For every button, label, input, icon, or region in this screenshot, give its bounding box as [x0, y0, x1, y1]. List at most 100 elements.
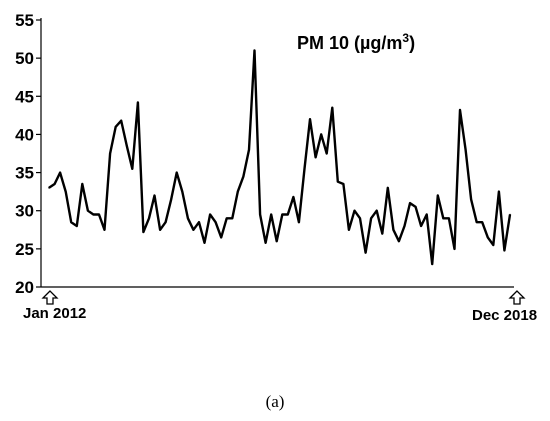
end-arrow-icon	[508, 290, 526, 305]
chart-title-prefix: PM 10 (µg/m	[297, 33, 402, 53]
data-point	[364, 251, 367, 254]
data-point	[442, 217, 445, 220]
data-point	[453, 248, 456, 250]
data-point	[159, 229, 161, 231]
data-point	[403, 225, 406, 227]
data-point	[275, 240, 278, 242]
data-point	[120, 119, 122, 122]
data-point	[459, 109, 461, 111]
data-point	[142, 231, 145, 233]
data-point	[337, 180, 339, 183]
data-point	[81, 183, 84, 185]
data-point	[59, 171, 61, 174]
data-point	[170, 198, 172, 201]
data-point	[325, 152, 328, 155]
data-point	[359, 217, 361, 220]
data-point	[498, 190, 500, 193]
data-point	[420, 225, 422, 227]
data-point	[109, 152, 111, 155]
y-tick-label: 40	[15, 125, 34, 144]
data-point	[370, 217, 372, 220]
data-point	[509, 213, 511, 216]
data-point	[487, 236, 489, 239]
data-point	[387, 187, 389, 189]
x-end-label: Dec 2018	[472, 307, 537, 324]
data-point	[292, 196, 295, 198]
data-point	[253, 49, 256, 52]
data-point	[464, 148, 467, 151]
data-point	[214, 221, 217, 223]
x-start-label: Jan 2012	[23, 305, 86, 322]
data-point	[175, 171, 178, 174]
data-point	[70, 221, 72, 223]
data-point	[264, 242, 267, 244]
y-tick-label: 20	[15, 278, 34, 297]
data-point	[237, 190, 239, 193]
data-point	[437, 194, 439, 197]
start-arrow-icon	[41, 290, 59, 305]
data-point	[203, 242, 206, 244]
data-point	[425, 213, 428, 216]
data-point	[53, 183, 56, 185]
data-point	[392, 229, 395, 231]
series-line	[48, 49, 512, 266]
data-point	[164, 221, 167, 223]
data-point	[303, 168, 306, 170]
data-point	[198, 221, 200, 223]
data-point	[287, 213, 289, 216]
data-point	[131, 168, 134, 170]
data-point	[259, 213, 261, 216]
data-point	[503, 249, 506, 252]
data-point	[153, 194, 156, 197]
y-tick-label: 25	[15, 240, 34, 259]
data-point	[181, 190, 184, 193]
data-point	[103, 229, 106, 231]
data-point	[148, 217, 150, 220]
y-axis: 20 25 30 35 40 45 50 55	[15, 11, 42, 297]
data-point	[414, 206, 417, 208]
data-point	[470, 198, 472, 201]
data-point	[409, 202, 411, 204]
data-point	[381, 232, 384, 235]
data-point	[137, 101, 139, 104]
y-tick-label: 50	[15, 49, 34, 68]
data-point	[298, 221, 300, 223]
y-tick-label: 45	[15, 87, 34, 106]
series-layer	[48, 49, 512, 266]
figure-caption: (a)	[265, 392, 285, 411]
chart-title-suffix: )	[409, 33, 415, 53]
data-point	[353, 209, 356, 212]
data-point	[431, 263, 434, 265]
data-point	[114, 126, 117, 128]
data-point	[126, 145, 128, 147]
y-tick-label: 55	[15, 11, 34, 30]
data-point	[48, 187, 50, 189]
data-point	[481, 221, 484, 223]
chart-title-superscript: 3	[402, 31, 409, 45]
data-point	[192, 229, 195, 231]
data-point	[475, 221, 478, 223]
data-point	[309, 118, 311, 120]
data-point	[98, 213, 100, 216]
data-point	[448, 217, 450, 220]
data-point	[92, 213, 95, 216]
chart-title: PM 10 (µg/m3)	[297, 31, 415, 53]
data-point	[220, 236, 222, 239]
data-point	[281, 213, 284, 216]
data-point	[314, 156, 317, 159]
data-point	[231, 217, 234, 220]
data-point	[375, 209, 378, 212]
data-point	[248, 148, 250, 151]
data-point	[209, 213, 211, 216]
data-point	[270, 213, 273, 216]
data-point	[331, 106, 334, 109]
data-point	[348, 229, 350, 231]
y-tick-label: 35	[15, 164, 34, 183]
data-point	[187, 217, 189, 220]
data-point	[342, 183, 345, 185]
data-point	[76, 225, 78, 227]
data-point	[492, 244, 495, 246]
data-point	[225, 217, 228, 220]
data-point	[398, 240, 400, 242]
data-point	[64, 190, 67, 193]
